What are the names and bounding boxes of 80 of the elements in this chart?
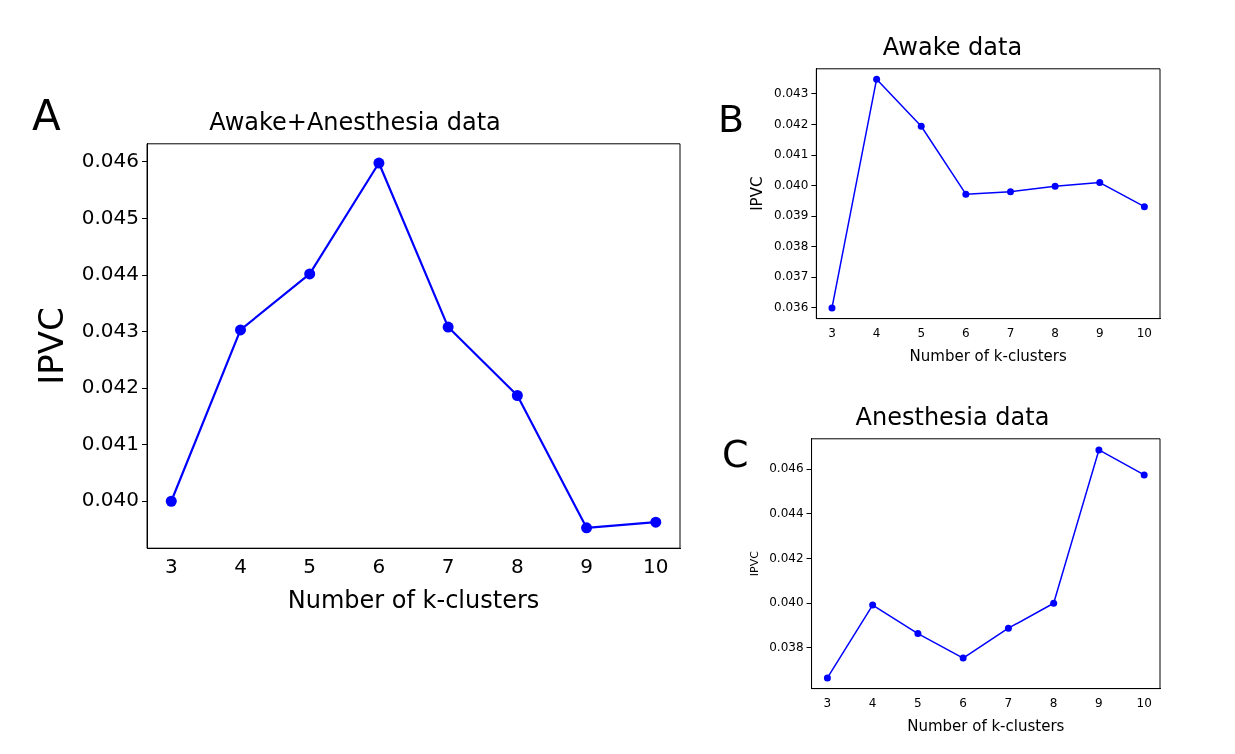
point: [869, 601, 877, 609]
point: [1095, 446, 1103, 454]
point: [1050, 599, 1058, 607]
x-axis-title: Number of k-clusters: [287, 585, 540, 614]
x-tick-label: 4: [868, 695, 877, 710]
x-tick-label: 10: [1136, 325, 1153, 340]
chart-title: Anesthesia data: [855, 402, 1050, 431]
chart-title: Awake data: [882, 32, 1023, 61]
point: [914, 630, 922, 638]
x-tick-label: 8: [510, 554, 524, 579]
x-tick-label: 7: [1004, 695, 1013, 710]
x-tick-label: 8: [1051, 325, 1059, 340]
y-tick-label: 0.043: [81, 317, 140, 342]
point: [823, 674, 831, 682]
point: [959, 654, 967, 662]
point: [1004, 624, 1012, 632]
y-tick-label: 0.044: [769, 506, 804, 521]
y-axis-title: IPVC: [747, 176, 766, 211]
y-tick-label: 0.046: [81, 148, 140, 173]
x-tick-label: 5: [303, 554, 317, 579]
x-axis-title: Number of k-clusters: [909, 346, 1067, 365]
point: [1096, 179, 1104, 187]
point: [165, 495, 177, 507]
y-tick-label: 0.038: [773, 238, 809, 253]
point: [304, 268, 316, 280]
y-tick-label: 0.042: [773, 116, 809, 131]
y-tick-label: 0.038: [769, 639, 804, 654]
x-tick-label: 7: [1006, 325, 1015, 340]
x-axis-title: Number of k-clusters: [907, 716, 1065, 735]
x-tick-label: 5: [917, 325, 926, 340]
point: [511, 389, 523, 401]
point: [1051, 182, 1059, 190]
x-tick-label: 3: [164, 554, 178, 579]
x-tick-label: 10: [643, 554, 669, 579]
point: [650, 516, 662, 528]
point: [828, 304, 836, 312]
x-tick-label: 8: [1049, 695, 1058, 710]
y-tick-label: 0.042: [769, 550, 804, 565]
point: [373, 157, 385, 169]
x-tick-label: 9: [1095, 325, 1104, 340]
x-tick-label: 3: [828, 325, 836, 340]
x-tick-label: 7: [441, 554, 455, 579]
y-tick-label: 0.041: [773, 147, 809, 162]
y-axis-title: IPVC: [748, 550, 762, 577]
y-tick-label: 0.043: [773, 86, 809, 100]
point: [1006, 188, 1014, 196]
x-tick-label: 9: [1095, 695, 1103, 710]
point: [442, 321, 454, 333]
point: [962, 190, 970, 198]
text: C: [722, 432, 749, 476]
x-tick-label: 4: [234, 554, 247, 579]
point: [234, 324, 246, 336]
y-tick-label: 0.041: [81, 430, 140, 455]
x-tick-label: 4: [872, 325, 881, 340]
y-tick-label: 0.045: [81, 204, 140, 229]
text: A: [32, 91, 61, 140]
point: [873, 75, 881, 83]
y-tick-label: 0.039: [773, 208, 809, 223]
point: [1140, 471, 1148, 479]
x-tick-label: 6: [962, 325, 970, 340]
y-tick-label: 0.042: [81, 374, 140, 399]
x-tick-label: 6: [372, 554, 386, 579]
point: [1140, 203, 1148, 211]
y-tick-label: 0.036: [773, 300, 809, 315]
chart-title: Awake+Anesthesia data: [209, 107, 501, 136]
y-axis-title: IPVC: [31, 307, 72, 385]
y-tick-label: 0.040: [773, 177, 809, 192]
x-tick-label: 6: [959, 695, 967, 710]
point: [581, 522, 593, 534]
y-tick-label: 0.037: [773, 269, 809, 284]
y-tick-label: 0.044: [81, 261, 140, 286]
x-tick-label: 9: [580, 554, 593, 579]
text: B: [718, 97, 745, 141]
y-tick-label: 0.040: [81, 487, 140, 512]
y-tick-label: 0.046: [769, 461, 804, 476]
x-tick-label: 5: [914, 695, 922, 710]
x-tick-label: 10: [1136, 695, 1152, 710]
x-tick-label: 3: [823, 695, 832, 710]
point: [917, 122, 925, 130]
y-tick-label: 0.040: [769, 595, 804, 610]
